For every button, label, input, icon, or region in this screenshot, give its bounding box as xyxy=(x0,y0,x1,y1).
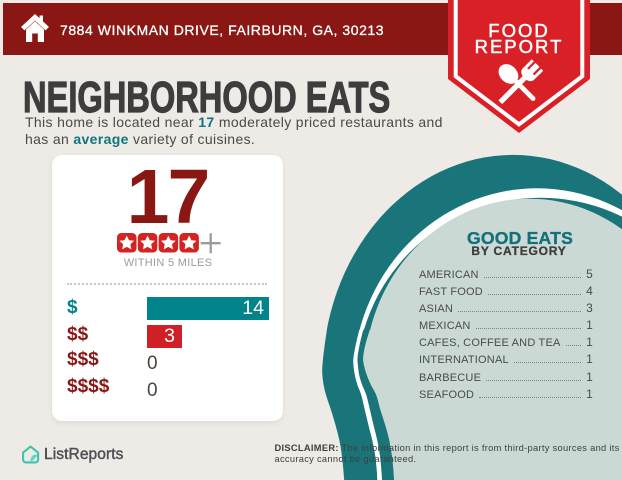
svg-text:REPORT: REPORT xyxy=(475,36,564,57)
svg-text:FOOD: FOOD xyxy=(488,20,549,41)
